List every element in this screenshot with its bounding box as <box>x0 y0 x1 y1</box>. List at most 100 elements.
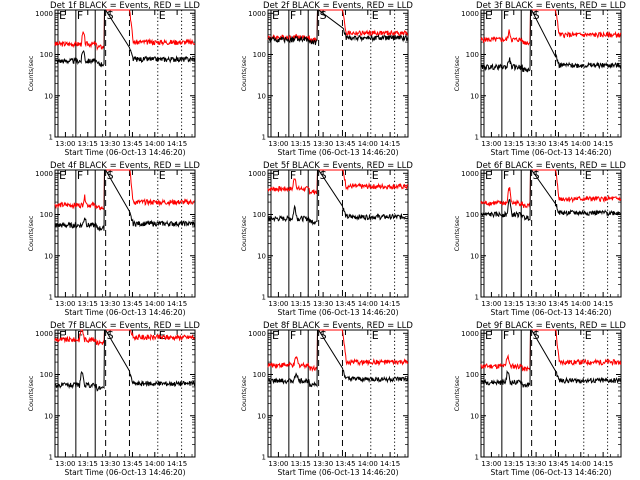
marker-label: F <box>503 9 509 22</box>
series-events-line <box>480 169 621 222</box>
y-tick-label: 1000 <box>248 10 266 18</box>
x-tick-label: 13:45 <box>122 140 142 148</box>
y-tick-label: 100 <box>466 371 479 379</box>
x-tick-label: 14:00 <box>145 140 165 148</box>
x-tick-label: 14:00 <box>358 140 378 148</box>
x-tick-label: 13:30 <box>100 300 120 308</box>
series-lld-line <box>54 329 195 347</box>
x-tick-label: 13:15 <box>78 300 98 308</box>
x-tick-label: 13:00 <box>481 300 501 308</box>
y-tick-label: 10 <box>470 252 479 260</box>
x-tick-label: 13:15 <box>78 140 98 148</box>
series-events-line <box>54 329 196 392</box>
marker-label: E <box>59 169 66 182</box>
x-tick-label: 14:15 <box>593 140 613 148</box>
y-axis-label: Counts/sec <box>27 375 35 411</box>
marker-label: E <box>59 329 66 342</box>
panel-svg: Det 6f BLACK = Events, RED = LLD 1 10 100 10… <box>453 161 626 317</box>
panel-title: Det 9f BLACK = Events, RED = LLD <box>476 321 626 331</box>
series-events-line <box>480 9 622 73</box>
y-tick-label: 10 <box>44 412 53 420</box>
y-tick-label: 1 <box>49 134 53 142</box>
panel-svg: Det 5f BLACK = Events, RED = LLD 1 10 100 10… <box>240 161 413 317</box>
x-tick-label: 13:00 <box>268 140 288 148</box>
y-tick-label: 10 <box>470 412 479 420</box>
panel-svg: Det 7f BLACK = Events, RED = LLD 1 10 100 10… <box>27 321 200 477</box>
panel-det-5: Det 5f BLACK = Events, RED = LLD 1 10 100 10… <box>213 160 426 320</box>
x-tick-label: 13:00 <box>481 140 501 148</box>
marker-label: E <box>585 169 592 182</box>
x-tick-label: 13:15 <box>504 300 524 308</box>
y-tick-label: 1 <box>475 134 479 142</box>
x-tick-label: 13:30 <box>526 140 546 148</box>
panel-svg: Det 4f BLACK = Events, RED = LLD 1 10 100 10… <box>27 161 200 317</box>
marker-label: S <box>107 329 114 342</box>
y-tick-label: 1000 <box>35 170 53 178</box>
y-tick-label: 100 <box>253 51 266 59</box>
x-axis-label: Start Time (06-Oct-13 14:46:20) <box>490 468 611 477</box>
marker-label: E <box>372 9 379 22</box>
x-tick-label: 13:45 <box>548 140 568 148</box>
x-tick-label: 14:00 <box>571 300 591 308</box>
marker-label: E <box>372 329 379 342</box>
x-tick-label: 14:00 <box>358 300 378 308</box>
y-tick-label: 100 <box>40 371 53 379</box>
x-tick-label: 13:15 <box>291 140 311 148</box>
y-tick-label: 1000 <box>461 10 479 18</box>
x-tick-label: 14:00 <box>145 300 165 308</box>
series-events-line <box>267 329 409 388</box>
y-axis-label: Counts/sec <box>453 375 461 411</box>
panel-det-6: Det 6f BLACK = Events, RED = LLD 1 10 100 10… <box>426 160 639 320</box>
marker-label: E <box>485 9 492 22</box>
x-tick-label: 14:15 <box>593 300 613 308</box>
series-events-line <box>267 169 409 226</box>
marker-label: S <box>533 329 540 342</box>
y-tick-label: 100 <box>253 371 266 379</box>
marker-label: S <box>107 169 114 182</box>
x-tick-label: 13:15 <box>291 300 311 308</box>
x-tick-label: 14:00 <box>571 140 591 148</box>
x-tick-label: 13:00 <box>55 300 75 308</box>
y-tick-label: 100 <box>40 51 53 59</box>
marker-label: E <box>159 9 166 22</box>
series-lld-line <box>480 169 622 209</box>
marker-label: S <box>533 169 540 182</box>
y-axis-label: Counts/sec <box>240 375 248 411</box>
panel-svg: Det 8f BLACK = Events, RED = LLD 1 10 100 10… <box>240 321 413 477</box>
panel-svg: Det 2f BLACK = Events, RED = LLD 1 10 100 10… <box>240 1 413 157</box>
y-tick-label: 1000 <box>461 170 479 178</box>
x-tick-label: 14:15 <box>380 300 400 308</box>
series-events-line <box>54 9 196 68</box>
marker-label: E <box>159 169 166 182</box>
panel-title: Det 6f BLACK = Events, RED = LLD <box>476 161 626 171</box>
series-lld-line <box>480 9 622 46</box>
panel-svg: Det 3f BLACK = Events, RED = LLD 1 10 100 10… <box>453 1 626 157</box>
y-tick-label: 1 <box>262 294 266 302</box>
x-tick-label: 13:15 <box>78 460 98 468</box>
x-axis-label: Start Time (06-Oct-13 14:46:20) <box>64 148 185 157</box>
marker-label: S <box>320 9 327 22</box>
marker-label: F <box>77 9 83 22</box>
x-tick-label: 13:00 <box>481 460 501 468</box>
marker-label: E <box>585 9 592 22</box>
marker-label: F <box>503 169 509 182</box>
x-tick-label: 13:15 <box>504 140 524 148</box>
marker-label: F <box>503 329 509 342</box>
x-tick-label: 13:30 <box>100 140 120 148</box>
panel-title: Det 4f BLACK = Events, RED = LLD <box>50 161 200 171</box>
marker-label: F <box>290 9 296 22</box>
panel-det-1: Det 1f BLACK = Events, RED = LLD 1 10 100 10… <box>0 0 213 160</box>
y-axis-label: Counts/sec <box>240 55 248 91</box>
panel-svg: Det 1f BLACK = Events, RED = LLD 1 10 100 10… <box>27 1 200 157</box>
marker-label: S <box>533 9 540 22</box>
x-tick-label: 13:45 <box>122 300 142 308</box>
panel-det-2: Det 2f BLACK = Events, RED = LLD 1 10 100 10… <box>213 0 426 160</box>
x-tick-label: 13:15 <box>291 460 311 468</box>
y-axis-label: Counts/sec <box>453 55 461 91</box>
x-tick-label: 14:00 <box>145 460 165 468</box>
y-axis-label: Counts/sec <box>453 215 461 251</box>
x-tick-label: 14:15 <box>167 300 187 308</box>
marker-label: E <box>485 329 492 342</box>
x-tick-label: 13:00 <box>55 140 75 148</box>
